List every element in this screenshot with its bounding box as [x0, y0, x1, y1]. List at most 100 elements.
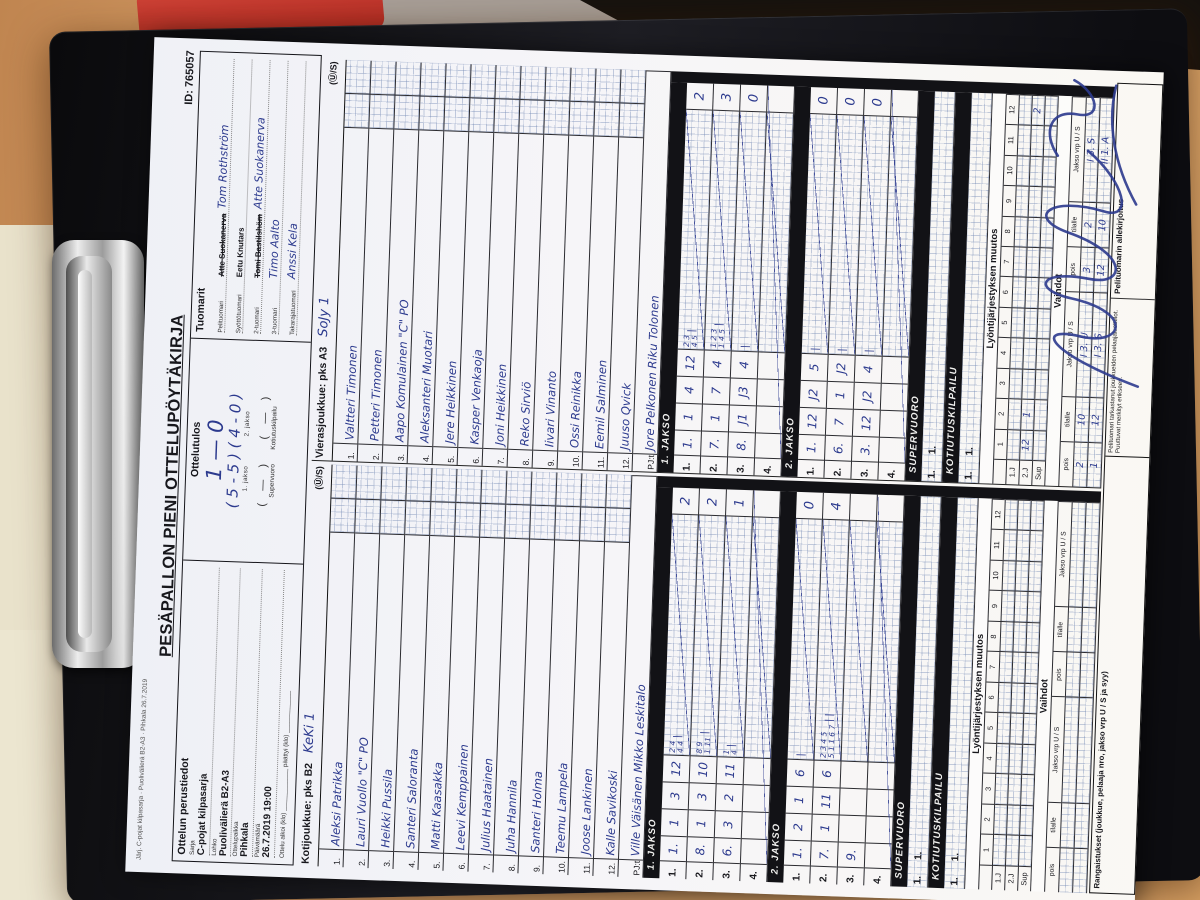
scoring-mark: 1 [701, 403, 729, 432]
jakso-row-number: 2. [810, 865, 837, 885]
team-label: Kotijoukkue: pks B2 [299, 762, 316, 865]
s-cell [520, 65, 546, 100]
s-cell [431, 468, 457, 502]
order-row-label: 1.J [1006, 459, 1020, 485]
order-cell [1009, 743, 1023, 775]
sub-cell: 12 [1094, 247, 1109, 293]
us-column-label: (Ⓤ/S) [327, 61, 339, 86]
match-basics-fields: Sarja C-pojat kilpasarja Lohko Puolivälierä… [189, 567, 285, 858]
sub-value: 10 [1076, 413, 1088, 426]
player-list: 1. Valtteri Timonen 2. Petteri Timonen 3. Aap… [332, 59, 672, 472]
order-cell: 2 [1031, 94, 1045, 126]
row-label: 1. [911, 875, 924, 885]
sub-value: 1 [1088, 461, 1101, 469]
sub-cell: 12 [1088, 397, 1104, 443]
order-cell [1017, 499, 1031, 531]
leadoff-batter: 1. [659, 835, 687, 862]
order-col-header: 7 [1000, 245, 1014, 277]
scoring-mark: 6 [786, 758, 814, 787]
s-cell [470, 64, 496, 99]
match-basics-box: Ottelun perustiedot Sarja C-pojat kilpasa… [173, 560, 303, 864]
umpire-written-name: Anssi Kela [285, 222, 300, 280]
u-cell [530, 504, 556, 540]
player-number: 11. [582, 451, 608, 471]
jakso-row-number: 1. [659, 860, 686, 880]
jakso-row-number: 3. [837, 866, 864, 886]
order-cell [1041, 186, 1055, 218]
u-cell [455, 501, 481, 537]
player-number: 1. [332, 442, 358, 462]
order-cell [1027, 591, 1041, 623]
sub-cell [1079, 652, 1095, 698]
player-number: 1. [318, 848, 344, 868]
row-label: 1. [925, 469, 938, 479]
order-cell [1007, 428, 1021, 460]
sub-value: I 3. S [1092, 333, 1105, 358]
runs-total: 4 [822, 492, 850, 521]
player-number: 10. [543, 856, 569, 876]
order-cell [993, 834, 1007, 866]
runs-total: 0 [864, 88, 891, 117]
row-label: 1. [949, 852, 961, 862]
sub-value: I 3. U [1078, 332, 1091, 358]
order-col-header: 3 [982, 773, 996, 804]
s-cell [595, 68, 621, 103]
order-cell [1005, 834, 1020, 866]
order-cell [1002, 560, 1016, 591]
scoring-mark: 1 [675, 402, 702, 431]
scoring-mark: 1 [660, 808, 688, 837]
order-col-header: 1 [994, 428, 1008, 460]
info-boxes: Ottelun perustiedot Sarja C-pojat kilpasa… [171, 50, 322, 866]
leadoff-batter: 8. [728, 431, 755, 458]
u-cell [444, 96, 470, 132]
umpire-printed-name: Eetu Knutars [235, 227, 246, 278]
sub-value: 2 [1083, 221, 1095, 229]
u-cell [594, 101, 620, 137]
jakso-row-number: 4. [740, 863, 767, 882]
player-number: 6. [457, 446, 483, 466]
player-number: 4. [393, 850, 419, 870]
order-cell [1020, 804, 1034, 836]
leadoff-batter: 1. [798, 433, 825, 460]
sub-cell [1076, 697, 1093, 804]
sub-cell: 3 [1080, 246, 1095, 293]
runs-total: 0 [740, 84, 768, 113]
sub-col-header: pois [1066, 246, 1081, 292]
sub-cell: 1 [1087, 441, 1102, 488]
leadoff-batter: 7. [810, 840, 838, 867]
sub-value: 10 [1097, 219, 1109, 232]
order-cell [1029, 530, 1043, 562]
order-cell [1027, 216, 1041, 248]
row-label: 1. [963, 446, 976, 456]
scoring-mark [839, 787, 867, 816]
order-cell [1044, 95, 1058, 127]
scoring-mark: 12 [798, 406, 826, 435]
order-cell: 1 [1021, 398, 1035, 430]
player-number: 2. [357, 443, 383, 463]
u-cell [430, 501, 456, 536]
leadoff-batter: 6. [825, 434, 852, 461]
s-cell [556, 472, 582, 507]
u-cell [469, 97, 495, 133]
u-cell [505, 503, 531, 539]
umpire-rows: Pelituomari Atte Suokanerva Tom Rothström S… [207, 58, 307, 336]
u-cell [355, 498, 381, 534]
scoring-mark: 4 [703, 349, 731, 378]
order-cell [1012, 276, 1026, 308]
sub-cell [1083, 501, 1100, 608]
order-cell [998, 682, 1012, 713]
s-cell [495, 65, 521, 99]
order-cell [1017, 124, 1031, 156]
row-label: 1. [912, 851, 924, 861]
sub-col-header: tilalle [1060, 396, 1076, 442]
u-cell [344, 92, 370, 128]
leadoff-batter: 8. [686, 836, 714, 863]
order-col-header: 11 [1004, 124, 1018, 156]
s-cell [620, 69, 646, 104]
s-cell [331, 464, 357, 499]
order-cell [1022, 368, 1036, 400]
u-cell [569, 100, 595, 136]
order-col-header: 8 [987, 620, 1001, 652]
order-value: 1 [1021, 411, 1033, 418]
order-cell [1023, 713, 1037, 745]
